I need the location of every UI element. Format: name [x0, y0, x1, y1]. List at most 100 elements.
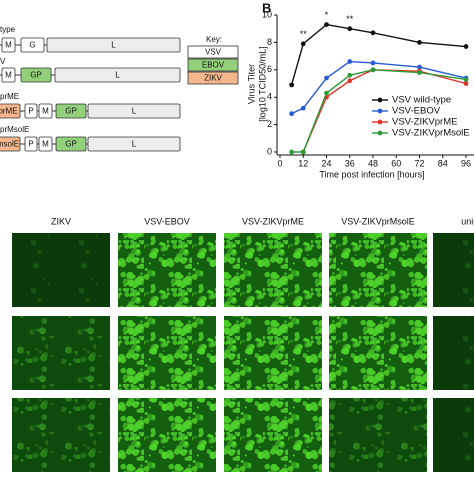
- key-title: Key:: [206, 35, 222, 44]
- data-point: [370, 67, 376, 73]
- micrograph: [12, 398, 110, 472]
- legend-label: VSV-ZIKVprMsolE: [392, 128, 470, 139]
- micrograph: [224, 316, 322, 390]
- gene-label: M: [5, 41, 12, 50]
- data-point: [289, 82, 295, 88]
- data-point: [324, 75, 329, 81]
- construct-label: V: [0, 57, 6, 66]
- gene-box: [38, 103, 53, 119]
- gene-label: GP: [65, 140, 77, 149]
- key-box: [187, 45, 239, 59]
- construct-label: type: [0, 25, 16, 34]
- gene-box: [55, 103, 87, 119]
- legend-label: VSV-EBOV: [392, 106, 441, 117]
- data-point: [347, 78, 353, 84]
- legend-marker: [377, 108, 383, 114]
- gene-box: [1, 67, 16, 83]
- data-point: [417, 64, 422, 70]
- gene-box: [54, 67, 181, 83]
- x-tick-label: 12: [298, 158, 308, 168]
- micrograph: [118, 398, 216, 472]
- gene-label: prME: [0, 107, 18, 116]
- micrograph: [118, 233, 216, 307]
- micrograph: [224, 233, 322, 307]
- significance: **: [300, 29, 308, 39]
- key-box: [187, 71, 239, 85]
- micrograph: [224, 398, 322, 472]
- micrograph: [433, 398, 474, 472]
- construct-label: prME: [0, 92, 19, 101]
- micrograph: [12, 316, 110, 390]
- data-point: [463, 76, 469, 82]
- x-tick-label: 96: [461, 158, 471, 168]
- data-point: [347, 26, 353, 32]
- key-box: [187, 58, 239, 72]
- legend-marker: [377, 130, 383, 136]
- column-label: ZIKV: [51, 216, 71, 226]
- micrograph: [329, 316, 427, 390]
- x-axis-title: Time post infection [hours]: [319, 169, 424, 179]
- gene-label: M: [42, 140, 49, 149]
- micrograph: [329, 233, 427, 307]
- significance: *: [325, 10, 329, 20]
- gene-label: P: [28, 140, 33, 149]
- gene-box: [0, 103, 21, 119]
- y-tick-label: 10: [262, 9, 272, 19]
- micrograph: [12, 233, 110, 307]
- y-tick-label: 4: [267, 92, 272, 102]
- gene-label: L: [132, 140, 137, 149]
- gene-label: M: [42, 107, 49, 116]
- construct-label: prMsolE: [0, 125, 29, 134]
- gene-label: L: [111, 41, 116, 50]
- gene-box: [38, 136, 53, 152]
- gene-label: G: [29, 41, 35, 50]
- legend-marker: [377, 97, 383, 103]
- gene-box: [0, 136, 21, 152]
- micrograph: [329, 398, 427, 472]
- data-point: [370, 30, 376, 36]
- y-tick-label: 6: [267, 64, 272, 74]
- x-tick-label: 72: [414, 158, 424, 168]
- x-tick-label: 48: [368, 158, 378, 168]
- legend-label: VSV-ZIKVprME: [392, 117, 457, 128]
- gene-box: [20, 37, 45, 53]
- data-point: [417, 70, 422, 75]
- data-point: [289, 111, 295, 117]
- data-point: [463, 81, 469, 86]
- gene-box: [87, 103, 181, 119]
- significance: **: [346, 14, 354, 24]
- gene-label: P: [28, 107, 33, 116]
- gene-label: GP: [65, 107, 77, 116]
- key-label: ZIKV: [204, 74, 222, 83]
- panel-letter: B: [262, 0, 271, 15]
- gene-box: [24, 103, 38, 119]
- gene-box: [20, 67, 52, 83]
- data-point: [324, 22, 329, 27]
- data-point: [347, 72, 353, 78]
- legend-label: VSV wild-type: [392, 95, 451, 106]
- data-point: [324, 90, 329, 96]
- micrograph: [433, 316, 474, 390]
- x-tick-label: 36: [345, 158, 355, 168]
- gene-box: [87, 136, 181, 152]
- x-tick-label: 0: [277, 158, 282, 168]
- gene-label: L: [115, 71, 120, 80]
- data-point: [289, 149, 295, 155]
- data-point: [300, 149, 306, 155]
- data-point: [347, 59, 353, 64]
- x-tick-label: 24: [321, 158, 331, 168]
- gene-label: M: [5, 71, 12, 80]
- data-point: [463, 44, 469, 49]
- gene-box: [24, 136, 38, 152]
- legend-marker: [377, 119, 383, 125]
- gene-label: GP: [30, 71, 42, 80]
- data-point: [300, 105, 306, 111]
- data-point: [417, 40, 422, 45]
- y-axis-title: [log10 TCID50/mL]: [257, 46, 267, 121]
- y-tick-label: 0: [267, 146, 272, 156]
- column-label: VSV-EBOV: [144, 216, 190, 226]
- gene-label: msolE: [0, 140, 19, 149]
- x-tick-label: 84: [438, 158, 448, 168]
